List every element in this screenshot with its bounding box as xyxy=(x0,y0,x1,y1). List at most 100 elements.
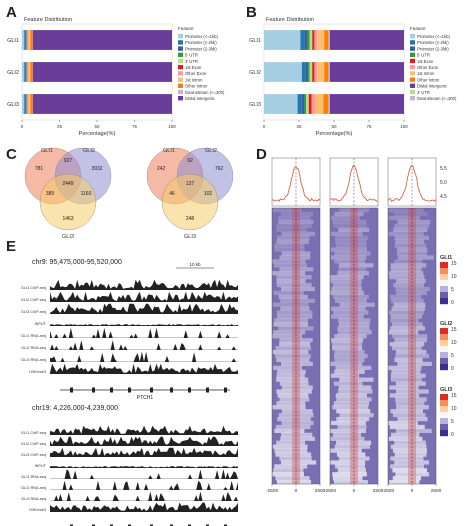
category-label: GLI1 xyxy=(7,38,19,44)
legend-swatch xyxy=(178,71,183,76)
heatmap-row-shade xyxy=(392,322,423,327)
x-tick-label: 50 xyxy=(331,124,337,129)
track-label: GLI3 RNA-seq xyxy=(21,497,46,501)
x-tick-label: 50 xyxy=(94,124,100,129)
feature-distribution-chart-b: Feature Distribution GLI1 GLI2 GLI3 0 25 50 75 1… xyxy=(249,17,457,137)
heatmap-row-shade xyxy=(395,397,427,402)
heatmap-row-shade xyxy=(334,298,367,303)
heatmap-row-shade xyxy=(391,306,426,311)
bar-segment xyxy=(26,30,28,50)
bar-segment xyxy=(308,62,310,82)
heatmap-row-shade xyxy=(390,456,424,461)
colorbar-title: GLI2 xyxy=(440,321,452,327)
heatmap-row-shade xyxy=(390,326,426,331)
x-tick-label: 100 xyxy=(168,124,176,129)
gene-exon xyxy=(110,387,113,393)
heatmap-row-shade xyxy=(335,464,365,469)
heatmap-row-shade xyxy=(276,373,305,378)
legend-entry: Promoter (1-2kb) xyxy=(417,40,449,45)
heatmap-row-shade xyxy=(389,385,419,390)
colorbar-cell xyxy=(440,424,448,431)
heatmap-row-shade xyxy=(394,338,427,343)
heatmap-row-shade xyxy=(332,432,361,437)
heatmap-row-shade xyxy=(276,239,309,244)
legend-swatch xyxy=(178,58,183,64)
heatmap-row-shade xyxy=(281,231,315,236)
venn-diagrams: GLI1 GLI2 GLI3 781 3932 1463 927 389 1160 2449 GLI… xyxy=(24,147,234,240)
heatmap-row-shade xyxy=(331,338,364,343)
track-signal xyxy=(50,480,238,490)
heatmap-row-shade xyxy=(276,369,306,374)
heatmap-row-shade xyxy=(337,271,369,276)
heatmap-row-shade xyxy=(279,381,309,386)
heatmap-row-shade xyxy=(279,456,312,461)
gene-exon xyxy=(92,524,95,526)
colorbar-cell xyxy=(440,364,448,371)
heatmap-row-shade xyxy=(333,353,368,359)
track-label: GLI2 RNA-seq xyxy=(21,486,46,490)
bar-segment xyxy=(317,30,325,50)
heatmap-row-shade xyxy=(272,302,309,307)
bar-segment xyxy=(25,94,27,114)
profile-y-tick-label: 5.0 xyxy=(440,180,447,186)
colorbar-cell xyxy=(440,346,448,353)
x-tick-label: 25 xyxy=(296,124,302,129)
heatmap-row-shade xyxy=(272,271,306,276)
bar-segment xyxy=(329,30,404,50)
heatmap-row-shade xyxy=(339,413,374,418)
bar-segment xyxy=(306,94,309,114)
heatmap-row-shade xyxy=(276,401,306,406)
heatmap-row-shade xyxy=(276,227,307,232)
chart-title: Feature Distribution xyxy=(266,17,314,23)
heatmap-row-shade xyxy=(338,456,370,461)
heatmap-row-shade xyxy=(389,275,425,280)
heatmap-row-shade xyxy=(395,349,427,355)
venn-count: 3932 xyxy=(91,166,102,172)
heatmap-row-shade xyxy=(390,377,422,382)
heatmap-row-shade xyxy=(336,440,372,445)
heatmap-row-shade xyxy=(337,330,372,335)
heatmap-row-shade xyxy=(274,247,305,252)
gene-exon xyxy=(188,387,191,393)
legend-swatch xyxy=(410,65,415,70)
track-signal xyxy=(50,279,238,290)
track-signal xyxy=(50,363,238,374)
colorbar-cell xyxy=(440,334,448,341)
gene-exon xyxy=(224,387,227,393)
colorbar-tick-label: 0 xyxy=(451,366,454,372)
venn-count: 762 xyxy=(215,166,224,172)
heatmap-row-shade xyxy=(331,286,362,292)
heatmap-row-shade xyxy=(330,420,366,426)
heatmap-row-shade xyxy=(330,448,362,453)
heatmap-row-shade xyxy=(281,409,313,414)
track-label: GLI3 ChIP-seq xyxy=(21,453,46,457)
heatmap-row-shade xyxy=(334,369,365,374)
heatmap-row-shade xyxy=(334,349,365,355)
category-label: GLI1 xyxy=(249,38,261,44)
legend-swatch xyxy=(178,77,183,82)
bar-segment xyxy=(22,62,25,82)
heatmap-row-shade xyxy=(330,373,360,378)
bar-segment xyxy=(30,94,33,114)
gene-exon xyxy=(110,524,113,526)
heatmap-row-shade xyxy=(396,290,427,296)
heatmap-row-shade xyxy=(276,235,310,240)
legend-entry: 3' UTR xyxy=(417,90,430,95)
heatmap-row-shade xyxy=(276,282,312,288)
heatmap-x-tick-label: -2500 xyxy=(266,488,279,494)
bar-segment xyxy=(315,94,324,114)
bar-segment xyxy=(27,30,29,50)
legend-title: Feature xyxy=(178,26,194,31)
track-label: GLI1 RNA-seq xyxy=(21,334,46,338)
heatmap-row-shade xyxy=(332,219,367,225)
legend-entry: Downstream (<=300) xyxy=(417,96,457,101)
colorbar-cell xyxy=(440,358,448,365)
heatmap-row-shade xyxy=(274,318,308,323)
heatmap-row-shade xyxy=(276,310,313,315)
heatmap-row-shade xyxy=(333,310,369,315)
gene-exon xyxy=(188,524,191,526)
heatmap-row-shade xyxy=(330,255,367,260)
x-tick-label: 100 xyxy=(400,124,408,129)
heatmap-row-shade xyxy=(339,377,374,382)
profile-y-tick-label: 5.5 xyxy=(440,166,447,172)
